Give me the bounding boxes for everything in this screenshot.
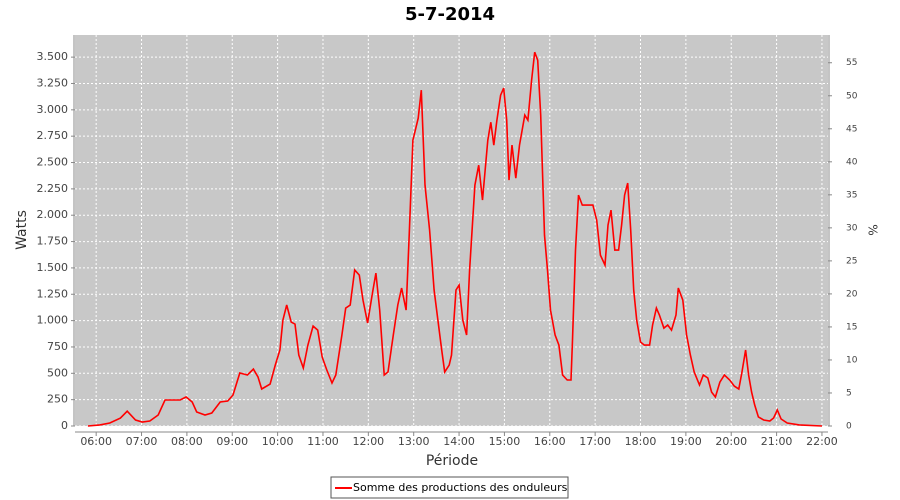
x-tick-label: 17:00 xyxy=(579,435,611,448)
x-tick-label: 18:00 xyxy=(625,435,657,448)
y-tick-label: 250 xyxy=(47,393,68,406)
y2-tick-label: 35 xyxy=(846,190,857,200)
y-tick-label: 2.750 xyxy=(37,129,69,142)
y-tick-label: 1.500 xyxy=(37,261,69,274)
y2-tick-label: 10 xyxy=(846,355,858,365)
legend-label: Somme des productions des onduleurs xyxy=(353,481,568,494)
x-tick-label: 08:00 xyxy=(171,435,203,448)
x-tick-label: 19:00 xyxy=(670,435,702,448)
x-tick-label: 22:00 xyxy=(806,435,838,448)
y2-tick-label: 20 xyxy=(846,289,858,299)
y2-axis-label: % xyxy=(866,224,880,235)
y2-tick-label: 5 xyxy=(846,388,852,398)
y2-tick-label: 0 xyxy=(846,422,852,432)
x-tick-label: 16:00 xyxy=(534,435,566,448)
y2-tick-label: 50 xyxy=(846,91,858,101)
y-tick-label: 1.000 xyxy=(37,314,69,327)
y-tick-label: 2.500 xyxy=(37,156,69,169)
x-tick-label: 07:00 xyxy=(126,435,158,448)
y-tick-label: 2.250 xyxy=(37,182,69,195)
x-tick-label: 09:00 xyxy=(216,435,248,448)
x-tick-label: 10:00 xyxy=(262,435,294,448)
y-tick-label: 3.500 xyxy=(37,50,69,63)
y-tick-label: 3.250 xyxy=(37,76,69,89)
chart-title: 5-7-2014 xyxy=(405,4,495,25)
y-tick-label: 3.000 xyxy=(37,103,69,116)
x-tick-label: 12:00 xyxy=(352,435,384,448)
x-tick-label: 21:00 xyxy=(761,435,793,448)
y2-tick-label: 45 xyxy=(846,124,857,134)
y2-tick-label: 55 xyxy=(846,58,857,68)
legend-box xyxy=(330,476,569,499)
x-tick-label: 20:00 xyxy=(715,435,747,448)
y-tick-label: 500 xyxy=(47,366,68,379)
y-tick-label: 2.000 xyxy=(37,208,69,221)
y-tick-label: 1.250 xyxy=(37,287,69,300)
y-tick-label: 750 xyxy=(47,340,68,353)
y2-tick-label: 40 xyxy=(846,157,858,167)
x-tick-label: 13:00 xyxy=(398,435,430,448)
y2-tick-label: 25 xyxy=(846,256,857,266)
x-tick-label: 15:00 xyxy=(489,435,521,448)
x-tick-label: 06:00 xyxy=(80,435,112,448)
y2-tick-label: 15 xyxy=(846,322,857,332)
y2-tick-label: 30 xyxy=(846,223,858,233)
plot-area xyxy=(75,35,828,426)
data-line xyxy=(87,51,823,427)
x-tick-label: 11:00 xyxy=(307,435,339,448)
x-axis-label: Période xyxy=(426,453,478,469)
y-tick-label: 1.750 xyxy=(37,235,69,248)
x-tick-label: 14:00 xyxy=(443,435,475,448)
y-axis-label: Watts xyxy=(14,210,30,250)
y-tick-label: 0 xyxy=(61,419,68,432)
